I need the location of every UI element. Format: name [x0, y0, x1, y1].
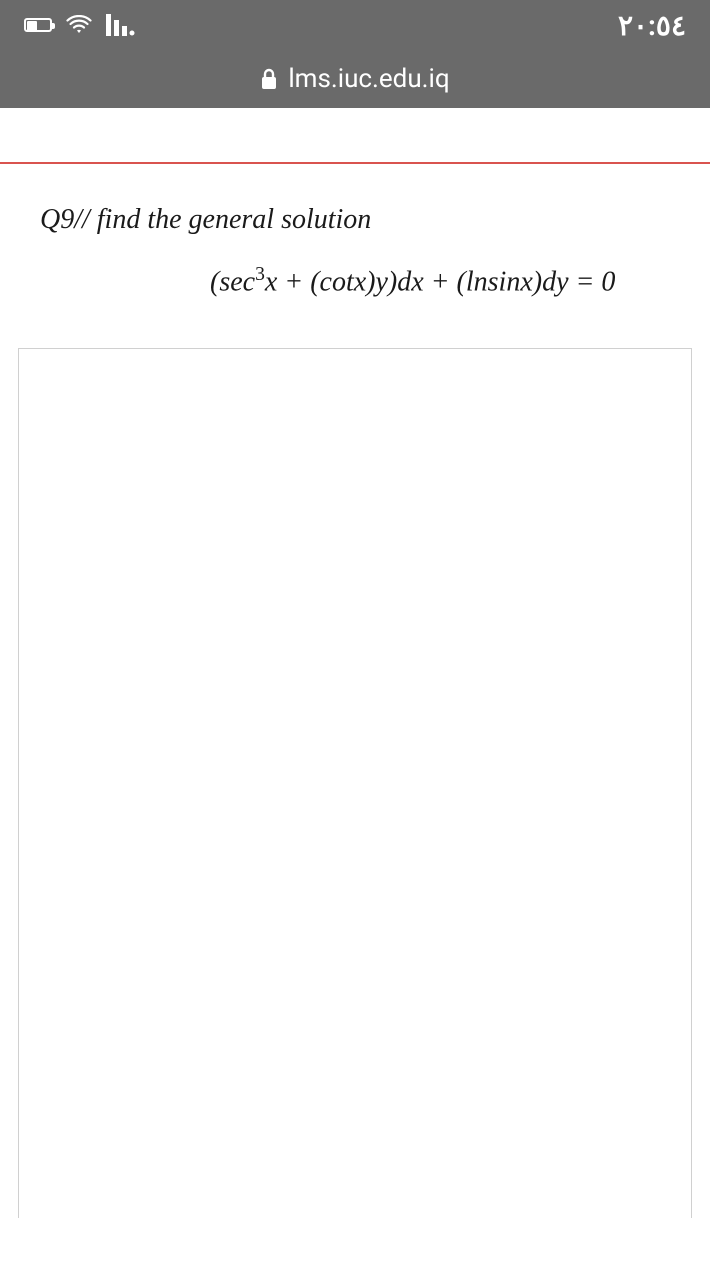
- equation-part2: x + (cotx)y)dx + (lnsinx)dy = 0: [265, 266, 616, 297]
- equation-sup: 3: [255, 264, 265, 285]
- equation-part1: (sec: [210, 266, 255, 297]
- status-left: [24, 14, 136, 36]
- question-title: Q9// find the general solution: [40, 204, 670, 236]
- lock-icon: [260, 68, 278, 90]
- url-text: lms.iuc.edu.iq: [288, 64, 449, 94]
- battery-icon: [24, 18, 52, 32]
- status-bar: ٢٠:٥٤: [0, 0, 710, 50]
- divider-line: [0, 162, 710, 164]
- status-time: ٢٠:٥٤: [618, 9, 686, 42]
- page-content: Q9// find the general solution (sec3x + …: [0, 162, 710, 1218]
- url-bar[interactable]: lms.iuc.edu.iq: [0, 50, 710, 108]
- wifi-icon: [66, 15, 92, 35]
- answer-panel[interactable]: [18, 348, 692, 1218]
- question-box: Q9// find the general solution (sec3x + …: [0, 194, 710, 318]
- equation: (sec3x + (cotx)y)dx + (lnsinx)dy = 0: [40, 264, 670, 298]
- signal-icon: [106, 14, 136, 36]
